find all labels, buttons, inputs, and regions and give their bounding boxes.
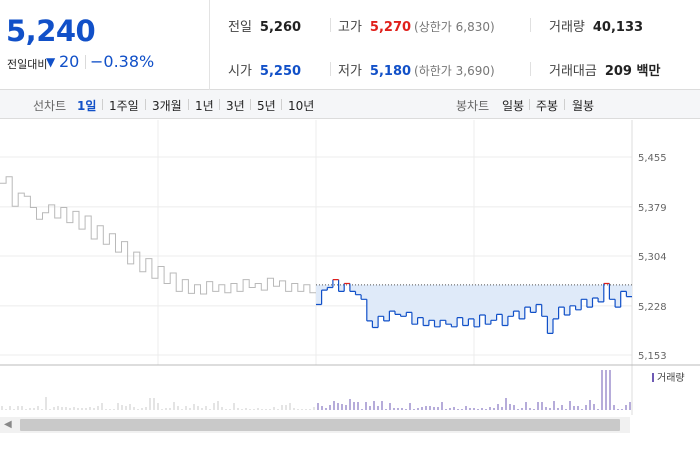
- change-value: 20: [59, 52, 80, 71]
- candle-monthly-button[interactable]: 월봉: [572, 99, 595, 113]
- down-arrow-icon: ▼: [46, 55, 56, 69]
- stat-open: 시가 5,250: [228, 60, 301, 79]
- y-tick-label: 5,153: [638, 351, 667, 362]
- volume-panel: 거래량: [1, 370, 685, 410]
- period-1d-button[interactable]: 1일: [77, 99, 97, 113]
- stat-label: 시가: [228, 64, 252, 79]
- stat-label: 거래량: [549, 20, 585, 35]
- change-rate: −0.38%: [90, 52, 155, 71]
- candle-chart-label: 봉차트: [456, 99, 490, 113]
- chart-toolbar: 선차트 1일 1주일 3개월 1년 3년 5년 10년 봉차트 일봉 주봉 월봉: [0, 90, 700, 119]
- stat-separator: [330, 62, 331, 76]
- y-tick-label: 5,455: [638, 153, 667, 164]
- y-tick-label: 5,304: [638, 252, 667, 263]
- lower-limit: (하한가 3,690): [414, 64, 495, 78]
- change-separator: [85, 55, 86, 69]
- candle-daily-button[interactable]: 일봉: [502, 99, 525, 113]
- series-line-today-above-prev-close: [332, 279, 610, 285]
- stat-label: 저가: [338, 64, 362, 79]
- intraday-price-chart: 5,455 5,379 5,304 5,228 5,153 거래량: [0, 120, 700, 415]
- series-line-previous-day: [0, 176, 316, 295]
- price-box: 5,240 전일대비 ▼ 20 −0.38%: [0, 0, 210, 90]
- toolbar-separator: [281, 99, 282, 110]
- period-5y-button[interactable]: 5년: [257, 99, 276, 113]
- change-label: 전일대비: [7, 58, 48, 71]
- y-tick-label: 5,379: [638, 203, 667, 214]
- toolbar-separator: [250, 99, 251, 110]
- candle-weekly-button[interactable]: 주봉: [536, 99, 559, 113]
- y-tick-label: 5,228: [638, 302, 667, 313]
- series-line-today: [316, 279, 632, 334]
- toolbar-separator: [102, 99, 103, 110]
- toolbar-separator: [145, 99, 146, 110]
- stat-label: 고가: [338, 20, 362, 35]
- legend-swatch: [652, 373, 654, 382]
- line-chart-label: 선차트: [33, 99, 67, 113]
- stat-separator: [530, 62, 531, 76]
- period-1y-button[interactable]: 1년: [195, 99, 214, 113]
- stat-label: 전일: [228, 20, 252, 35]
- stat-separator: [530, 18, 531, 32]
- period-3m-button[interactable]: 3개월: [152, 99, 182, 113]
- chart-scrollbar[interactable]: ◀: [0, 415, 700, 435]
- toolbar-separator: [219, 99, 220, 110]
- stat-amount: 거래대금 209 백만: [549, 60, 660, 79]
- toolbar-separator: [529, 99, 530, 110]
- stat-value: 5,260: [259, 20, 302, 35]
- upper-limit: (상한가 6,830): [414, 20, 495, 34]
- scrollbar-thumb[interactable]: [20, 419, 620, 431]
- stat-label: 거래대금: [549, 64, 597, 79]
- stat-separator: [330, 18, 331, 32]
- stat-value: 209 백만: [604, 64, 661, 79]
- stat-value: 40,133: [592, 20, 644, 35]
- stat-prev-close: 전일 5,260: [228, 16, 301, 35]
- current-price: 5,240: [6, 14, 96, 48]
- stat-value: 5,250: [259, 64, 302, 79]
- period-1w-button[interactable]: 1주일: [109, 99, 139, 113]
- scroll-left-arrow-icon[interactable]: ◀: [4, 419, 12, 430]
- stat-low: 저가 5,180 (하한가 3,690): [338, 60, 495, 79]
- toolbar-separator: [564, 99, 565, 110]
- price-lines: [0, 176, 632, 334]
- quote-header: 5,240 전일대비 ▼ 20 −0.38% 전일 5,260 고가 5,270 (상…: [0, 0, 700, 90]
- y-axis-ticks: 5,455 5,379 5,304 5,228 5,153: [638, 153, 667, 362]
- chart-grid: [0, 120, 700, 415]
- toolbar-separator: [188, 99, 189, 110]
- period-3y-button[interactable]: 3년: [226, 99, 245, 113]
- stat-high: 고가 5,270 (상한가 6,830): [338, 16, 495, 35]
- stat-value: 5,180: [369, 64, 412, 79]
- stat-volume: 거래량 40,133: [549, 16, 643, 35]
- period-10y-button[interactable]: 10년: [288, 99, 315, 113]
- stat-value: 5,270: [369, 20, 412, 35]
- volume-legend-label: 거래량: [657, 372, 685, 384]
